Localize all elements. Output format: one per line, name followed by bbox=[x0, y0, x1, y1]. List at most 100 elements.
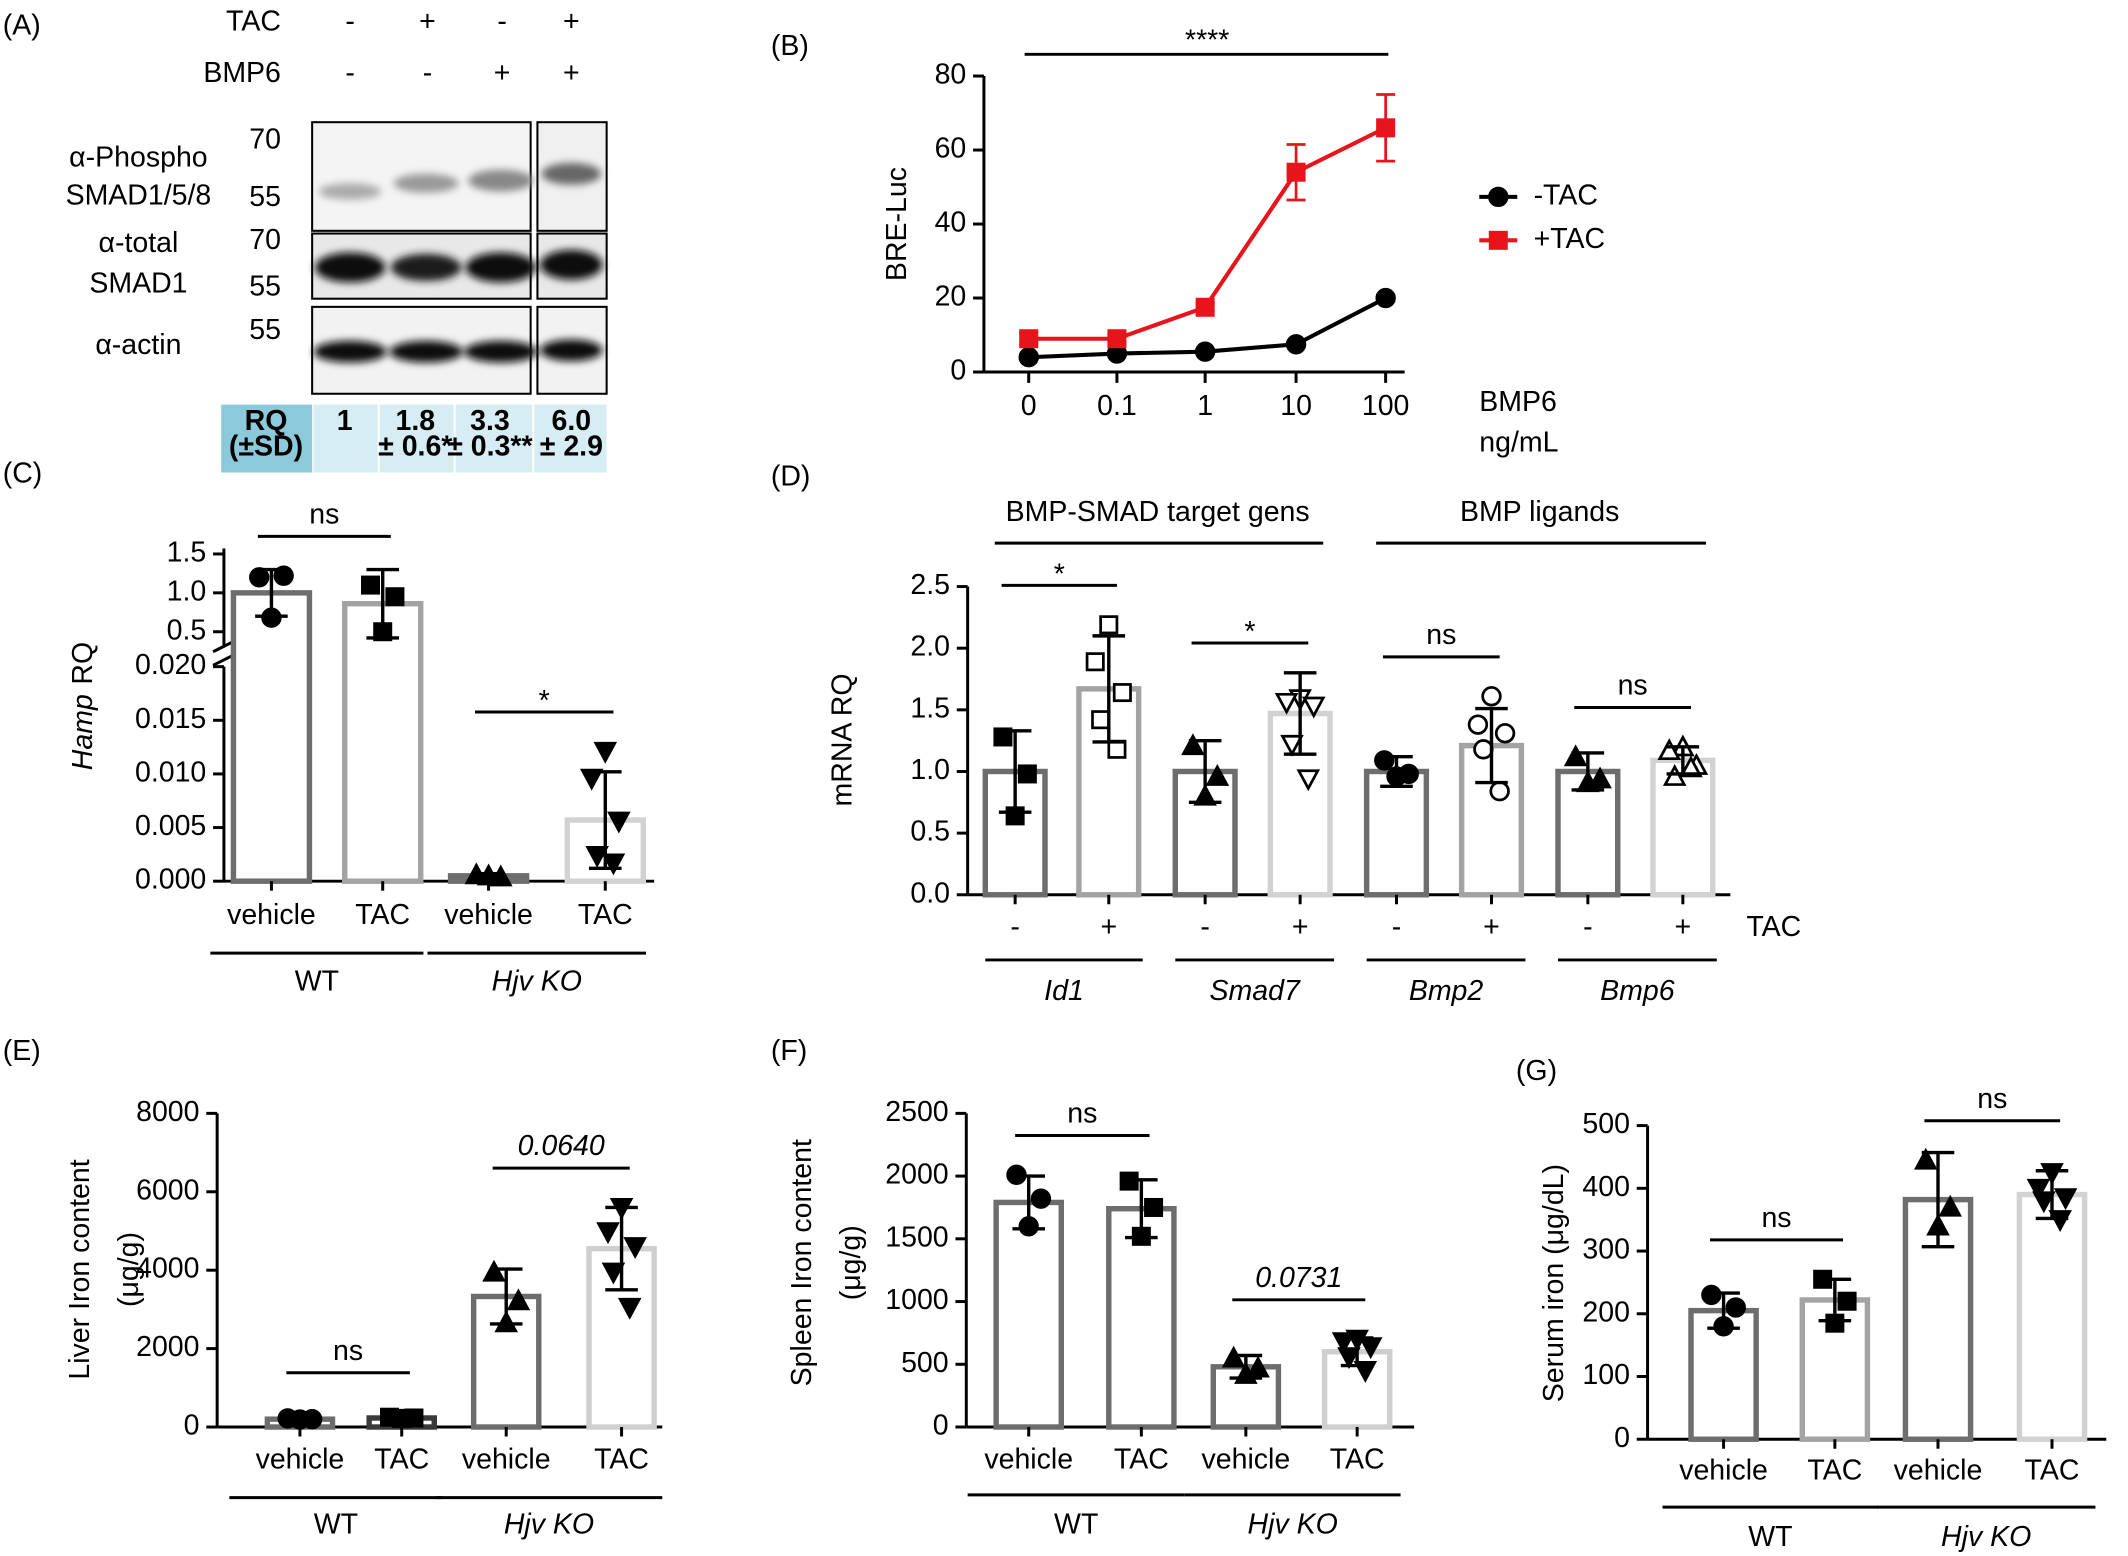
y-axis-label: Liver Iron content bbox=[64, 1159, 96, 1379]
data-point bbox=[1563, 744, 1588, 767]
table-cell: 6.0 bbox=[552, 405, 592, 437]
condition-sign: + bbox=[419, 6, 436, 38]
data-point bbox=[1301, 696, 1326, 719]
data-point bbox=[1938, 1194, 1962, 1217]
panel-label: (E) bbox=[3, 1035, 41, 1067]
y-tick-label: 4000 bbox=[136, 1253, 199, 1285]
error-bar bbox=[1380, 754, 1413, 788]
group-label: Smad7 bbox=[1210, 975, 1301, 1007]
data-point bbox=[1679, 755, 1703, 778]
condition-sign: - bbox=[345, 57, 354, 89]
group-label: WT bbox=[295, 966, 339, 998]
legend-label: +TAC bbox=[1534, 223, 1606, 255]
y-tick-label: 80 bbox=[935, 59, 967, 91]
band bbox=[318, 183, 382, 200]
legend-label: -TAC bbox=[1534, 179, 1598, 211]
y-tick-label: 0 bbox=[184, 1410, 200, 1442]
error-bar bbox=[1229, 1353, 1263, 1380]
x-tick-label: + bbox=[1483, 911, 1500, 943]
error-bar bbox=[1818, 1277, 1852, 1323]
data-point bbox=[607, 811, 631, 834]
y-tick-label: 40 bbox=[935, 207, 967, 239]
y-tick-label: 300 bbox=[1582, 1234, 1630, 1266]
data-point bbox=[1112, 683, 1132, 703]
data-point bbox=[1914, 1147, 1938, 1170]
group-label: Hjv KO bbox=[504, 1509, 594, 1541]
y-tick-label: 0.5 bbox=[167, 614, 207, 646]
x-tick-label: + bbox=[1675, 911, 1692, 943]
band bbox=[393, 173, 459, 193]
significance-label: ns bbox=[1618, 670, 1648, 702]
panel-label: (F) bbox=[771, 1035, 807, 1067]
error-bar bbox=[255, 567, 288, 618]
error-bar bbox=[1012, 1174, 1045, 1231]
x-tick-label: TAC bbox=[374, 1443, 429, 1475]
antibody-label: α-actin bbox=[95, 329, 181, 361]
data-point bbox=[623, 1237, 647, 1260]
antibody-label: SMAD1 bbox=[89, 268, 187, 300]
error-bar bbox=[1666, 745, 1700, 776]
data-point bbox=[593, 741, 618, 764]
data-point bbox=[1107, 329, 1127, 349]
data-point bbox=[1181, 733, 1205, 756]
error-bar bbox=[1475, 706, 1508, 785]
y-axis-label-italic: Hamp bbox=[67, 694, 99, 770]
bracket-label: BMP-SMAD target gens bbox=[1006, 496, 1310, 528]
condition-sign: - bbox=[497, 6, 506, 38]
group-label: WT bbox=[1748, 1521, 1792, 1553]
significance-label: 0.0640 bbox=[518, 1130, 605, 1162]
size-marker: 55 bbox=[249, 181, 281, 213]
data-point bbox=[1194, 341, 1216, 362]
band bbox=[390, 253, 462, 282]
error-bar bbox=[998, 729, 1032, 814]
error-bar bbox=[1571, 751, 1605, 792]
data-point bbox=[1296, 769, 1321, 792]
y-axis-label-text: RQ bbox=[67, 642, 99, 685]
x-tick-label: vehicle bbox=[1894, 1454, 1983, 1486]
y-axis-label: Serum iron (μg/dL) bbox=[1538, 1164, 1570, 1402]
x-tick-label: TAC bbox=[2025, 1454, 2080, 1486]
x-tick-label: vehicle bbox=[1202, 1443, 1291, 1475]
x-axis-label: TAC bbox=[1746, 911, 1801, 943]
y-tick-label: 0.5 bbox=[910, 816, 950, 848]
y-axis-label: BRE-Luc bbox=[881, 167, 913, 281]
bar bbox=[230, 590, 313, 884]
x-tick-label: TAC bbox=[594, 1443, 649, 1475]
x-tick-label: 10 bbox=[1280, 390, 1312, 422]
antibody-label: SMAD1/5/8 bbox=[66, 179, 212, 211]
panel-label: (B) bbox=[771, 30, 809, 62]
error-bar bbox=[1340, 1336, 1374, 1368]
error-bar bbox=[1125, 1178, 1158, 1240]
significance-label: ns bbox=[1977, 1083, 2007, 1115]
y-tick-label: 2.0 bbox=[910, 631, 950, 663]
x-tick-label: TAC bbox=[1330, 1443, 1385, 1475]
band bbox=[389, 340, 463, 363]
panel-label: (G) bbox=[1516, 1055, 1557, 1087]
data-point bbox=[1837, 1291, 1857, 1311]
data-point bbox=[1030, 1188, 1052, 1209]
significance-label: ns bbox=[1761, 1202, 1791, 1234]
legend-marker bbox=[1488, 186, 1509, 208]
bar bbox=[2016, 1191, 2088, 1442]
significance-label: * bbox=[1054, 558, 1065, 590]
x-tick-label: 1 bbox=[1197, 390, 1213, 422]
significance-label: ns bbox=[333, 1335, 363, 1367]
x-tick-label: vehicle bbox=[256, 1443, 345, 1475]
group-label: Id1 bbox=[1044, 975, 1084, 1007]
x-tick-label: vehicle bbox=[1679, 1454, 1768, 1486]
x-tick-label: vehicle bbox=[984, 1443, 1073, 1475]
error-bar bbox=[1283, 671, 1317, 756]
x-tick-label: 100 bbox=[1362, 390, 1410, 422]
table-cell: ± 0.6* bbox=[378, 431, 453, 463]
x-tick-label: - bbox=[1010, 911, 1019, 943]
y-tick-label: 0 bbox=[950, 355, 966, 387]
data-point bbox=[1099, 615, 1119, 635]
y-tick-label: 20 bbox=[935, 281, 967, 313]
y-tick-label: 1000 bbox=[885, 1284, 948, 1316]
y-tick-label: 100 bbox=[1582, 1359, 1630, 1391]
condition-sign: + bbox=[563, 57, 580, 89]
condition-sign: + bbox=[563, 6, 580, 38]
band bbox=[465, 252, 537, 283]
x-tick-label: vehicle bbox=[444, 899, 533, 931]
